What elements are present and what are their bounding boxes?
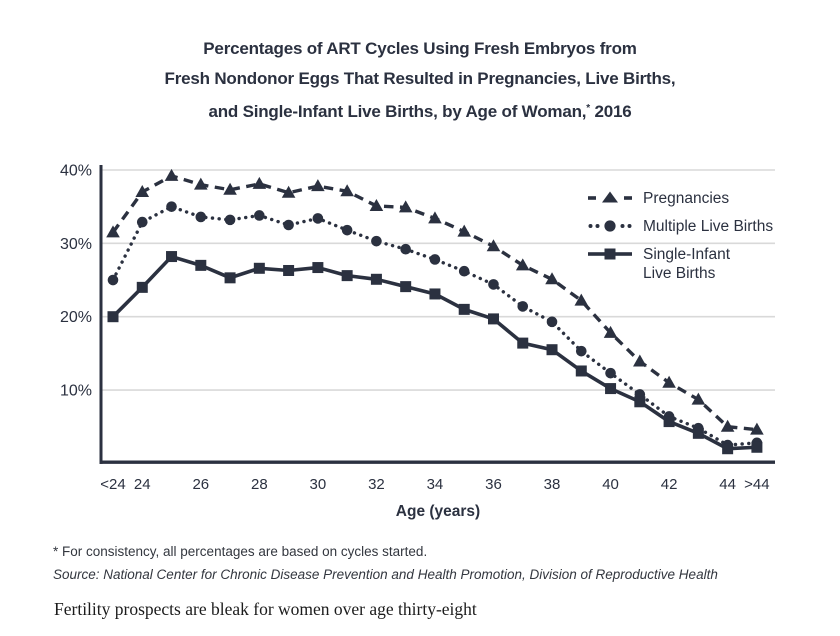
y-axis-labels: 40% 30% 20% 10% [60, 163, 92, 400]
markers-pregnancies [106, 168, 764, 435]
legend-label: Single-Infant Live Births [643, 246, 731, 282]
x-tick-label: <24 [100, 476, 125, 493]
x-tick-label: 38 [544, 476, 561, 493]
x-tick-label: 34 [427, 476, 444, 493]
x-tick-label: 30 [310, 476, 327, 493]
legend-label: Multiple Live Births [643, 218, 774, 235]
dotted-circle-legend-icon [588, 220, 632, 232]
markers-multiple-live-births [107, 201, 763, 451]
y-tick-label: 30% [60, 236, 92, 253]
title-asterisk: * [586, 103, 590, 114]
x-tick-label: 44 [719, 476, 736, 493]
line-chart: 40% 30% 20% 10% <24 24 26 28 30 32 34 36 38 40 42 44 >44… [0, 140, 840, 530]
x-tick-label: >44 [744, 476, 769, 493]
y-tick-label: 10% [60, 383, 92, 400]
title-line-2: Fresh Nondonor Eggs That Resulted in Pre… [164, 69, 676, 88]
title-line-1: Percentages of ART Cycles Using Fresh Em… [203, 39, 637, 58]
x-tick-label: 24 [134, 476, 151, 493]
x-axis-labels: <24 24 26 28 30 32 34 36 38 40 42 44 >44 [100, 476, 769, 493]
figure-caption: Fertility prospects are bleak for women … [54, 599, 477, 619]
line-multiple-live-births [111, 204, 759, 447]
x-tick-label: 40 [602, 476, 619, 493]
x-axis-title: Age (years) [396, 503, 480, 520]
axes [99, 165, 775, 464]
page-title: Percentages of ART Cycles Using Fresh Em… [0, 34, 840, 127]
art-chart-svg: 40% 30% 20% 10% <24 24 26 28 30 32 34 36 38 40 42 44 >44… [60, 163, 775, 520]
legend-item-pregnancies: Pregnancies [588, 189, 798, 208]
x-tick-label: 36 [485, 476, 502, 493]
y-tick-label: 20% [60, 309, 92, 326]
solid-square-legend-icon [588, 248, 632, 260]
footnote-asterisk: * For consistency, all percentages are b… [53, 544, 428, 559]
legend-item-multiple-live-births: Multiple Live Births [588, 217, 798, 236]
chart-legend: Pregnancies Multiple Live Births Single-… [588, 189, 798, 292]
source-note: Source: National Center for Chronic Dise… [53, 567, 718, 582]
y-tick-label: 40% [60, 163, 92, 180]
x-tick-label: 28 [251, 476, 268, 493]
legend-label: Pregnancies [643, 190, 730, 207]
legend-item-single-infant-live-births: Single-Infant Live Births [588, 245, 798, 283]
dashed-triangle-legend-icon [588, 191, 632, 203]
x-tick-label: 42 [661, 476, 678, 493]
markers-single-infant-live-births [107, 251, 763, 455]
x-tick-label: 26 [192, 476, 209, 493]
title-line-3: and Single-Infant Live Births, by Age of… [208, 102, 632, 121]
x-tick-label: 32 [368, 476, 385, 493]
gridlines [101, 169, 775, 391]
